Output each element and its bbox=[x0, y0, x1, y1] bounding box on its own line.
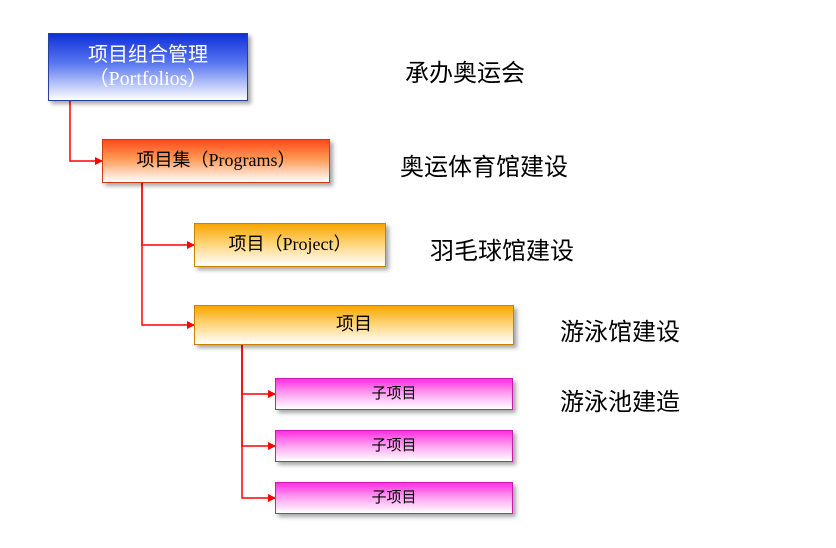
label-project1: 羽毛球馆建设 bbox=[430, 231, 574, 266]
edge-2 bbox=[142, 183, 194, 325]
node-sub2-line1: 子项目 bbox=[371, 437, 416, 455]
node-programs: 项目集（Programs） bbox=[102, 139, 330, 183]
label-programs: 奥运体育馆建设 bbox=[400, 147, 568, 182]
diagram-stage: 项目组合管理（Portfolios） 承办奥运会项目集（Programs） 奥运体育… bbox=[0, 0, 836, 548]
node-sub1-line1: 子项目 bbox=[371, 385, 416, 403]
node-project2: 项目 bbox=[194, 305, 514, 345]
label-project2: 游泳馆建设 bbox=[560, 312, 680, 347]
edge-3 bbox=[242, 345, 275, 394]
label-sub1: 游泳池建造 bbox=[560, 382, 680, 417]
node-sub2: 子项目 bbox=[275, 430, 513, 462]
node-portfolio-line1: 项目组合管理 bbox=[88, 43, 208, 67]
node-sub1: 子项目 bbox=[275, 378, 513, 410]
edge-4 bbox=[242, 345, 275, 446]
node-project1-line1: 项目（Project） bbox=[229, 234, 352, 256]
node-sub3: 子项目 bbox=[275, 482, 513, 514]
node-project1: 项目（Project） bbox=[194, 223, 386, 267]
node-sub3-line1: 子项目 bbox=[371, 489, 416, 507]
node-project2-line1: 项目 bbox=[336, 314, 372, 336]
node-programs-line1: 项目集（Programs） bbox=[137, 150, 296, 172]
label-portfolio: 承办奥运会 bbox=[405, 53, 525, 88]
edge-5 bbox=[242, 345, 275, 498]
edge-1 bbox=[142, 183, 194, 245]
node-portfolio: 项目组合管理（Portfolios） bbox=[48, 33, 248, 101]
edge-0 bbox=[70, 101, 102, 161]
node-portfolio-line2: （Portfolios） bbox=[89, 67, 208, 91]
